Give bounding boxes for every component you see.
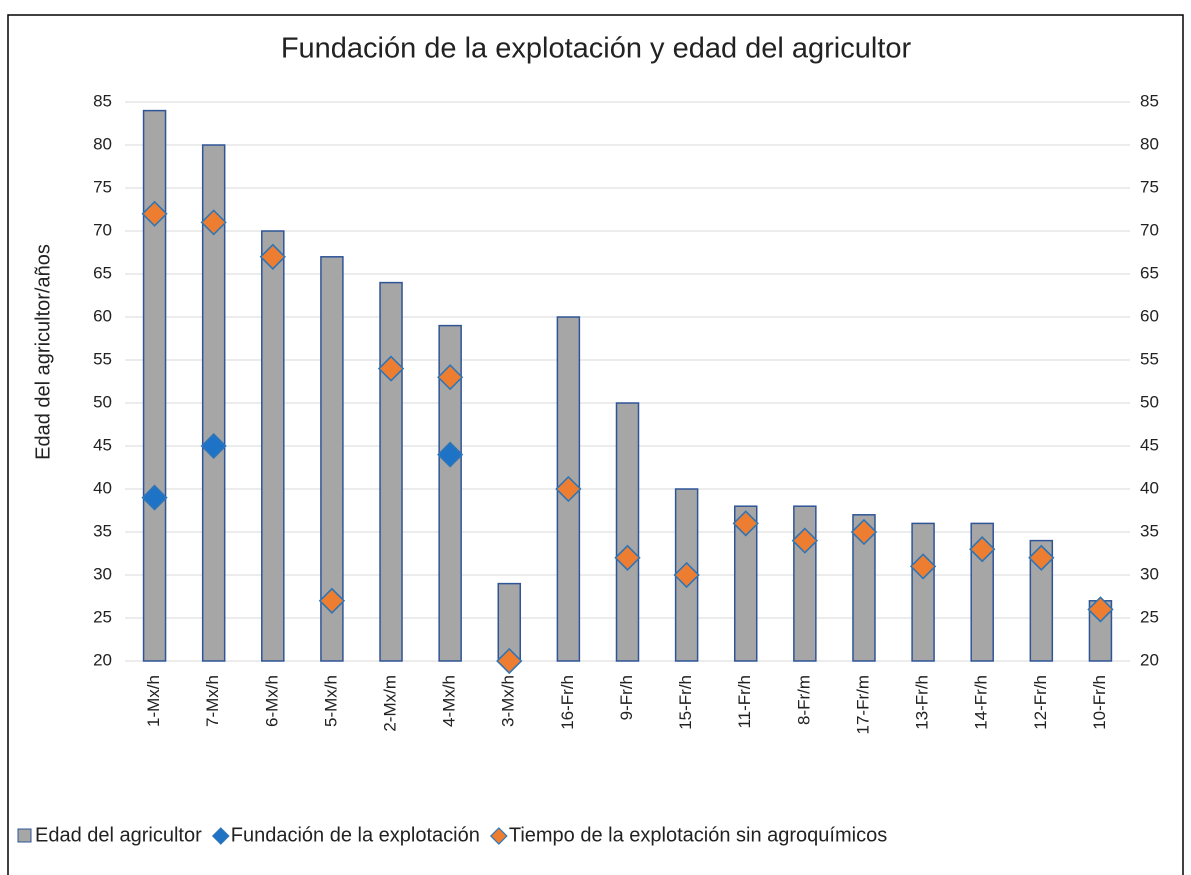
y2-tick-label: 85 — [1140, 91, 1159, 110]
diamond-marker — [910, 553, 937, 580]
y-tick-label: 40 — [93, 478, 112, 497]
y2-tick-label: 40 — [1140, 478, 1159, 497]
x-tick-label: 2-Mx/m — [381, 675, 400, 732]
diamond-marker — [141, 484, 168, 511]
x-tick-label: 17-Fr/m — [853, 675, 872, 735]
bar — [438, 324, 462, 662]
y2-tick-label: 25 — [1140, 607, 1159, 626]
y2-tick-label: 35 — [1140, 521, 1159, 540]
bar — [379, 281, 403, 662]
bar — [201, 144, 226, 662]
diamond-marker — [673, 561, 700, 589]
legend-swatch — [211, 827, 230, 845]
x-tick-label: 13-Fr/h — [913, 675, 932, 730]
diamond-marker — [791, 527, 818, 554]
y-axis-label: Edad del agricultor/años — [32, 244, 54, 460]
bar — [733, 505, 758, 662]
y2-tick-label: 65 — [1140, 263, 1159, 282]
bar — [261, 230, 285, 662]
diamond-marker — [732, 510, 759, 537]
x-tick-label: 11-Fr/h — [735, 675, 754, 729]
y2-tick-label: 60 — [1140, 306, 1159, 325]
x-tick-label: 10-Fr/h — [1090, 675, 1109, 730]
x-tick-label: 8-Fr/m — [794, 675, 813, 725]
x-tick-label: 4-Mx/h — [440, 675, 459, 727]
bar — [615, 402, 640, 662]
y-tick-label: 35 — [93, 521, 112, 540]
y2-tick-label: 70 — [1140, 220, 1159, 239]
diamond-marker — [969, 536, 996, 563]
y-tick-label: 20 — [93, 650, 112, 669]
x-tick-label: 12-Fr/h — [1031, 675, 1050, 730]
diamond-marker — [850, 518, 878, 546]
diamond-marker — [437, 364, 464, 391]
x-tick-label: 6-Mx/h — [262, 675, 281, 727]
y-tick-label: 45 — [93, 435, 112, 454]
bar — [1029, 539, 1054, 662]
x-tick-label: 14-Fr/h — [972, 675, 991, 730]
bar — [852, 514, 876, 662]
bar — [970, 522, 994, 662]
y2-tick-label: 80 — [1140, 134, 1159, 153]
bar — [142, 109, 167, 662]
diamond-marker — [1087, 596, 1114, 623]
y-tick-label: 50 — [93, 392, 112, 411]
diamond-marker — [377, 355, 405, 382]
chart-frame — [7, 14, 1184, 875]
diamond-marker — [614, 544, 641, 571]
diamond-marker — [437, 441, 464, 468]
bar — [911, 522, 935, 662]
legend-swatch — [489, 827, 508, 845]
y2-tick-label: 50 — [1140, 392, 1159, 411]
diamond-marker — [259, 243, 286, 270]
diamond-marker — [318, 587, 345, 614]
chart-title: Fundación de la explotación y edad del a… — [281, 33, 912, 65]
y-tick-label: 25 — [93, 607, 112, 626]
x-tick-label: 3-Mx/h — [499, 675, 518, 727]
y-tick-label: 75 — [93, 177, 112, 196]
diamond-marker — [200, 209, 227, 236]
legend-label: Fundación de la explotación — [231, 824, 480, 846]
y2-tick-label: 20 — [1140, 650, 1159, 669]
bar — [320, 256, 344, 662]
diamond-marker — [141, 200, 168, 227]
y-tick-label: 80 — [93, 134, 112, 153]
diamond-marker — [555, 475, 582, 503]
x-tick-label: 7-Mx/h — [203, 675, 222, 727]
x-tick-label: 5-Mx/h — [321, 675, 340, 727]
y2-tick-label: 45 — [1140, 435, 1159, 454]
x-tick-label: 16-Fr/h — [558, 675, 577, 730]
x-tick-label: 1-Mx/h — [144, 675, 163, 727]
y2-tick-label: 55 — [1140, 349, 1159, 368]
x-tick-label: 15-Fr/h — [676, 675, 695, 730]
diamond-marker — [496, 647, 523, 675]
x-tick-label: 9-Fr/h — [617, 675, 636, 720]
y-tick-label: 60 — [93, 306, 112, 325]
y2-tick-label: 75 — [1140, 177, 1159, 196]
y-tick-label: 55 — [93, 349, 112, 368]
y-tick-label: 70 — [93, 220, 112, 239]
y2-tick-label: 30 — [1140, 564, 1159, 583]
y-tick-label: 65 — [93, 263, 112, 282]
legend-label: Tiempo de la explotación sin agroquímico… — [509, 824, 887, 846]
diamond-marker — [200, 432, 227, 460]
y-tick-label: 85 — [93, 91, 112, 110]
diamond-marker — [1028, 544, 1055, 571]
y-tick-label: 30 — [93, 564, 112, 583]
legend-swatch — [17, 828, 32, 843]
legend-label: Edad del agricultor — [35, 824, 202, 846]
